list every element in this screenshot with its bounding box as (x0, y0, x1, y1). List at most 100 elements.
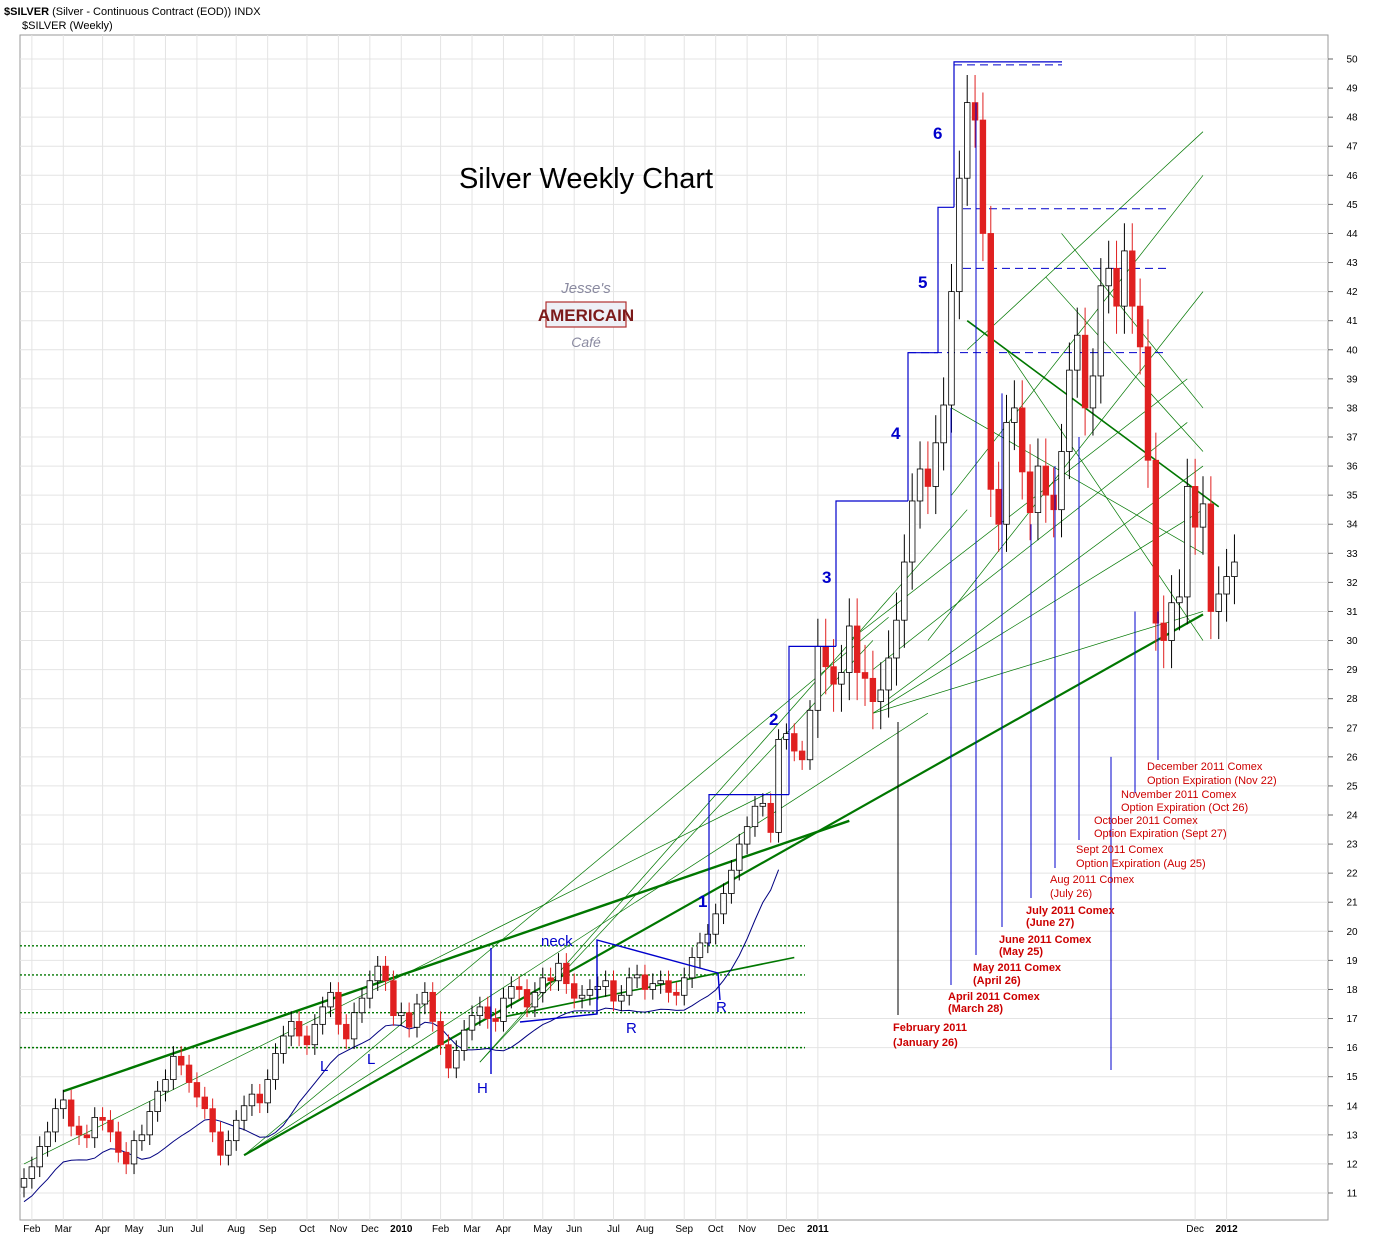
candle-body (1215, 593, 1222, 612)
exp-oct-l1: October 2011 Comex (1094, 815, 1198, 827)
candle-body (398, 1012, 405, 1017)
x-tick-label: 2010 (390, 1224, 413, 1235)
candle-body (720, 893, 727, 915)
candle-body (547, 977, 554, 982)
neckline (519, 939, 721, 1023)
plot-area (19, 34, 1329, 1221)
candle-body (209, 1108, 216, 1133)
candle-body (822, 645, 829, 668)
candle-body (775, 739, 782, 833)
y-tick-label: 14 (1346, 1101, 1358, 1112)
logo-line3: Café (571, 334, 601, 350)
y-tick-label: 26 (1346, 752, 1358, 763)
x-tick-label: Dec (778, 1224, 796, 1235)
candle-body (932, 442, 939, 487)
candle-body (971, 102, 979, 121)
candle-body (366, 980, 374, 999)
candle-body (217, 1131, 224, 1156)
logo: Jesse's AMERICAIN Café (538, 280, 634, 350)
candle-body (728, 869, 735, 894)
candle-body (688, 957, 696, 979)
exp-may-l1: May 2011 Comex (973, 962, 1062, 974)
candle-body (154, 1090, 161, 1112)
exp-jun-l1: June 2011 Comex (999, 934, 1092, 946)
candle-body (1129, 250, 1136, 307)
candle-body (1207, 503, 1215, 612)
candle-body (798, 750, 806, 761)
y-tick-label: 34 (1346, 520, 1358, 531)
candle-body (484, 1006, 491, 1019)
trend-line (872, 611, 1204, 714)
exp-dec-l2: Option Expiration (Nov 22) (1147, 775, 1277, 787)
candle-body (602, 980, 609, 987)
series-label: $SILVER (Weekly) (22, 20, 113, 32)
y-axis: 11 12 13 14 15 16 17 18 19 20 21 22 23 24 25 26 27 28 29 30… (1328, 55, 1358, 1200)
wave-label-3: 3 (822, 568, 831, 587)
candle-body (248, 1093, 256, 1107)
exp-sep-l2: Option Expiration (Aug 25) (1076, 858, 1206, 870)
candle-body (1105, 267, 1112, 287)
candle-body (940, 404, 947, 444)
candle-body (177, 1055, 185, 1066)
candle-body (571, 983, 578, 999)
candle-body (681, 977, 688, 996)
gridlines (20, 35, 1328, 1220)
pattern-label-l1: L (320, 1058, 328, 1075)
candle-body (437, 1021, 444, 1046)
x-tick-label: Aug (227, 1224, 245, 1235)
y-tick-label: 20 (1346, 927, 1358, 938)
y-tick-label: 38 (1346, 403, 1358, 414)
y-tick-label: 35 (1346, 491, 1358, 502)
candle-body (350, 1012, 358, 1040)
candle-body (374, 965, 381, 982)
wave-step-line (708, 61, 1062, 946)
x-tick-label: Mar (55, 1224, 73, 1235)
y-tick-label: 11 (1347, 1189, 1358, 1200)
candle-body (633, 974, 641, 979)
trend-line (243, 617, 889, 1156)
candle-body (122, 1151, 130, 1165)
y-tick-label: 44 (1346, 229, 1358, 240)
candle-body (1136, 305, 1144, 348)
pattern-label-neck: neck (541, 933, 573, 950)
candle-body (995, 488, 1002, 525)
exp-feb-l1: February 2011 (893, 1022, 967, 1034)
y-tick-label: 36 (1346, 462, 1358, 473)
candle-body (162, 1079, 169, 1092)
candle-body (264, 1079, 271, 1104)
exp-oct-l2: Option Expiration (Sept 27) (1094, 828, 1227, 840)
trend-line (243, 712, 929, 1156)
candle-body (445, 1044, 452, 1069)
candle-body (1019, 407, 1026, 473)
candle-body (280, 1035, 287, 1054)
candle-body (916, 468, 924, 502)
wave-label-2: 2 (769, 710, 778, 729)
y-tick-label: 19 (1346, 956, 1358, 967)
x-tick-label: 2011 (807, 1224, 829, 1235)
candle-body (107, 1119, 114, 1133)
candle-body (36, 1146, 43, 1168)
x-tick-label: Jul (191, 1224, 204, 1235)
y-tick-label: 12 (1346, 1159, 1358, 1170)
y-tick-label: 31 (1346, 607, 1358, 618)
x-tick-label: Apr (496, 1224, 512, 1235)
exp-may-l2: (April 26) (973, 975, 1021, 987)
candle-body (791, 733, 798, 752)
y-tick-label: 41 (1346, 316, 1358, 327)
y-tick-label: 37 (1346, 433, 1358, 444)
y-tick-label: 21 (1346, 898, 1358, 909)
candle-body (1223, 576, 1230, 595)
y-tick-label: 13 (1346, 1130, 1358, 1141)
x-tick-label: Dec (1186, 1224, 1204, 1235)
y-tick-label: 42 (1346, 287, 1358, 298)
candle-body (1042, 465, 1049, 496)
candle-body (453, 1050, 460, 1069)
wave-label-4: 4 (891, 424, 901, 443)
trend-line (872, 509, 1204, 714)
y-tick-label: 29 (1346, 665, 1358, 676)
candle-body (60, 1099, 67, 1110)
candle-body (539, 977, 546, 993)
candle-body (861, 672, 869, 679)
x-tick-label: May (533, 1224, 552, 1235)
candle-body (272, 1053, 279, 1081)
